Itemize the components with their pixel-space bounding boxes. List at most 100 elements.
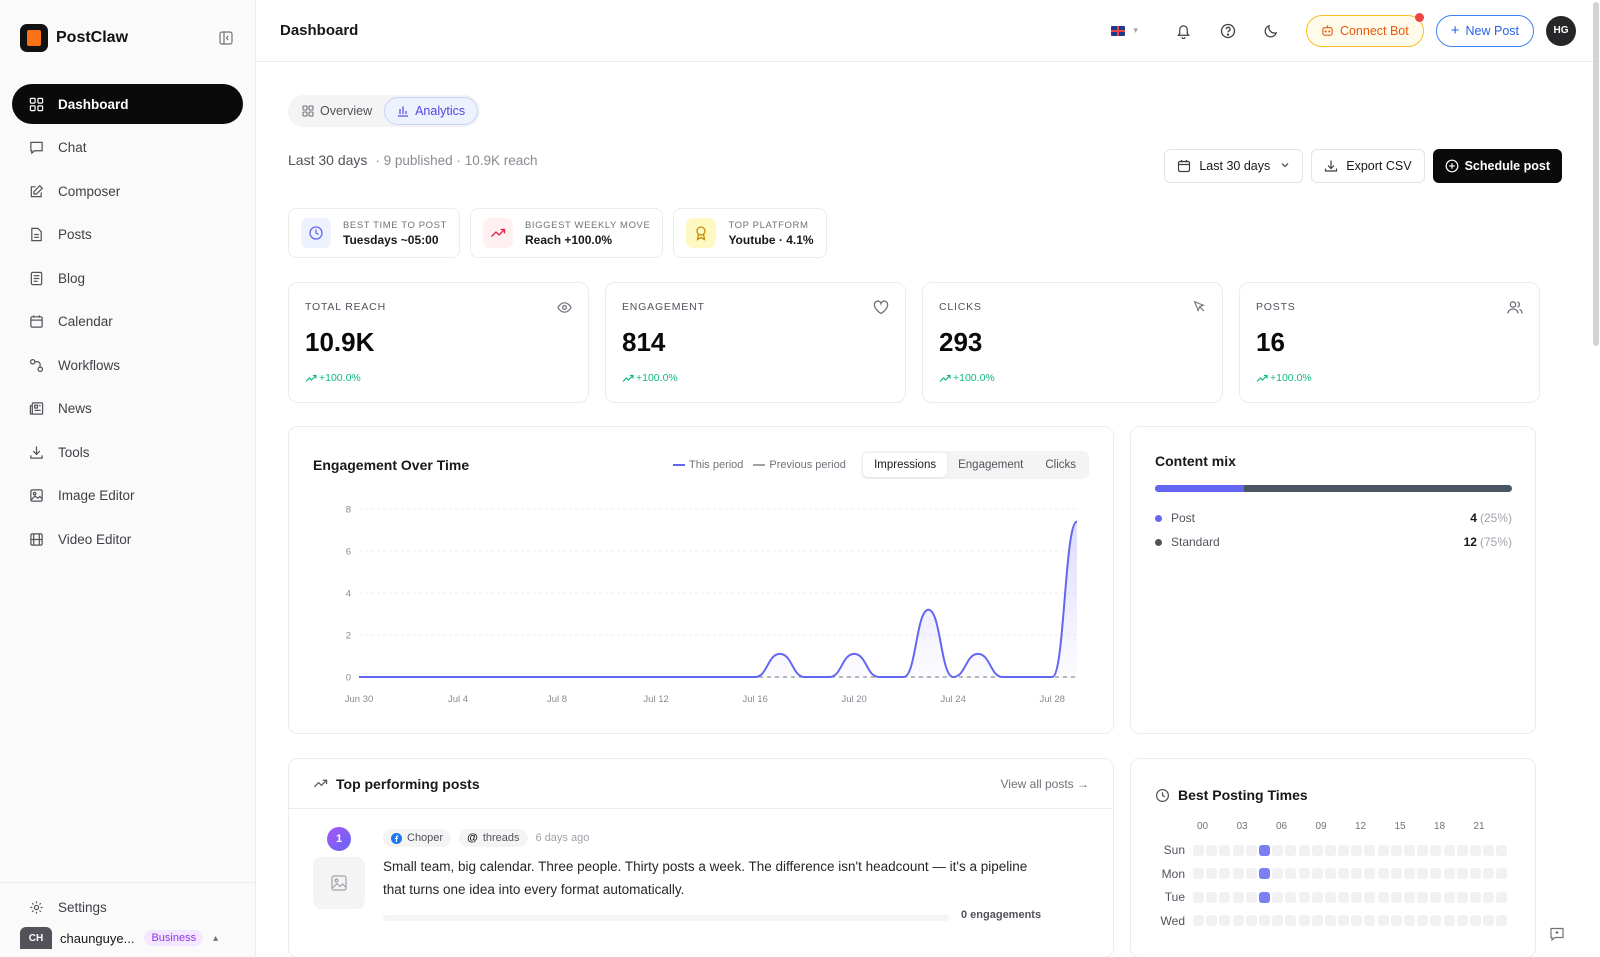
heatmap-cell[interactable] (1404, 915, 1415, 926)
heatmap-cell[interactable] (1417, 891, 1429, 903)
heatmap-cell[interactable] (1311, 868, 1323, 879)
heatmap-cell[interactable] (1324, 915, 1336, 926)
heatmap-cell[interactable] (1219, 915, 1231, 926)
heatmap-cell[interactable] (1456, 891, 1468, 903)
heatmap-cell[interactable] (1496, 915, 1508, 926)
sidebar-item-dashboard[interactable]: Dashboard (12, 84, 243, 124)
heatmap-cell[interactable] (1193, 868, 1204, 879)
heatmap-cell[interactable] (1219, 844, 1231, 856)
heatmap-cell[interactable] (1496, 891, 1508, 903)
heatmap-cell[interactable] (1364, 844, 1376, 856)
heatmap-cell[interactable] (1298, 915, 1310, 926)
heatmap-cell[interactable] (1232, 868, 1244, 879)
heatmap-cell[interactable] (1193, 891, 1204, 903)
heatmap-cell[interactable] (1298, 844, 1310, 856)
help-icon[interactable] (1218, 21, 1238, 41)
heatmap-cell[interactable] (1377, 891, 1389, 903)
heatmap-cell[interactable] (1338, 891, 1350, 903)
sidebar-item-tools[interactable]: Tools (12, 432, 243, 472)
heatmap-cell[interactable] (1404, 868, 1415, 879)
heatmap-cell[interactable] (1285, 868, 1297, 879)
heatmap-cell[interactable] (1496, 868, 1508, 879)
heatmap-cell[interactable] (1258, 891, 1270, 903)
heatmap-cell[interactable] (1469, 844, 1481, 856)
heatmap-cell[interactable] (1258, 915, 1270, 926)
heatmap-cell[interactable] (1298, 868, 1310, 879)
sidebar-item-blog[interactable]: Blog (12, 258, 243, 298)
heatmap-cell[interactable] (1206, 891, 1218, 903)
heatmap-cell[interactable] (1232, 844, 1244, 856)
new-post-button[interactable]: + New Post (1435, 14, 1534, 47)
heatmap-cell[interactable] (1469, 915, 1481, 926)
heatmap-cell[interactable] (1245, 891, 1257, 903)
heatmap-cell[interactable] (1311, 891, 1323, 903)
feedback-icon[interactable] (1548, 925, 1566, 943)
heatmap-cell[interactable] (1272, 868, 1284, 879)
heatmap-cell[interactable] (1404, 844, 1415, 856)
heatmap-cell[interactable] (1483, 868, 1495, 879)
sidebar-item-posts[interactable]: Posts (12, 215, 243, 255)
heatmap-cell[interactable] (1430, 915, 1442, 926)
heatmap-cell[interactable] (1496, 844, 1508, 856)
schedule-post-button[interactable]: Schedule post (1432, 149, 1562, 183)
heatmap-cell[interactable] (1206, 868, 1218, 879)
heatmap-cell[interactable] (1443, 915, 1455, 926)
heatmap-cell[interactable] (1390, 868, 1402, 879)
tab-analytics[interactable]: Analytics (384, 97, 479, 125)
heatmap-cell[interactable] (1245, 844, 1257, 856)
heatmap-cell[interactable] (1390, 844, 1402, 856)
heatmap-cell[interactable] (1338, 915, 1350, 926)
heatmap-cell[interactable] (1232, 915, 1244, 926)
sidebar-collapse-icon[interactable] (217, 29, 235, 47)
heatmap-cell[interactable] (1206, 844, 1218, 856)
heatmap-cell[interactable] (1443, 844, 1455, 856)
scrollbar-thumb[interactable] (1593, 2, 1599, 346)
heatmap-cell[interactable] (1377, 868, 1389, 879)
heatmap-cell[interactable] (1364, 891, 1376, 903)
heatmap-cell[interactable] (1285, 915, 1297, 926)
heatmap-cell[interactable] (1443, 891, 1455, 903)
heatmap-cell[interactable] (1338, 844, 1350, 856)
connect-bot-button[interactable]: Connect Bot (1305, 12, 1424, 47)
date-range-select[interactable]: Last 30 days (1164, 149, 1304, 183)
heatmap-cell[interactable] (1417, 915, 1429, 926)
heatmap-cell[interactable] (1456, 915, 1468, 926)
tab-overview[interactable]: Overview (290, 97, 384, 125)
heatmap-cell[interactable] (1351, 891, 1363, 903)
heatmap-cell[interactable] (1285, 844, 1297, 856)
heatmap-cell[interactable] (1417, 868, 1429, 879)
metric-tab-impressions[interactable]: Impressions (863, 453, 948, 477)
heatmap-cell[interactable] (1245, 915, 1257, 926)
heatmap-cell[interactable] (1377, 844, 1389, 856)
view-all-posts-link[interactable]: View all posts → (1000, 776, 1089, 791)
export-csv-button[interactable]: Export CSV (1311, 149, 1425, 183)
heatmap-cell[interactable] (1258, 868, 1270, 879)
heatmap-cell[interactable] (1193, 844, 1204, 856)
sidebar-item-composer[interactable]: Composer (12, 171, 243, 211)
sidebar-item-workflows[interactable]: Workflows (12, 345, 243, 385)
sidebar-item-image-editor[interactable]: Image Editor (12, 476, 243, 516)
user-avatar-top[interactable]: HG (1546, 15, 1576, 46)
heatmap-cell[interactable] (1351, 844, 1363, 856)
heatmap-cell[interactable] (1443, 868, 1455, 879)
heatmap-cell[interactable] (1390, 891, 1402, 903)
heatmap-cell[interactable] (1324, 891, 1336, 903)
heatmap-cell[interactable] (1219, 891, 1231, 903)
heatmap-cell[interactable] (1483, 844, 1495, 856)
sidebar-item-calendar[interactable]: Calendar (12, 302, 243, 342)
heatmap-cell[interactable] (1193, 915, 1204, 926)
sidebar-item-chat[interactable]: Chat (12, 128, 243, 168)
heatmap-cell[interactable] (1364, 868, 1376, 879)
heatmap-cell[interactable] (1245, 868, 1257, 879)
heatmap-cell[interactable] (1351, 868, 1363, 879)
heatmap-cell[interactable] (1298, 891, 1310, 903)
heatmap-cell[interactable] (1430, 844, 1442, 856)
heatmap-cell[interactable] (1258, 844, 1270, 856)
heatmap-cell[interactable] (1390, 915, 1402, 926)
language-selector[interactable]: ▾ (1111, 25, 1138, 36)
heatmap-cell[interactable] (1351, 915, 1363, 926)
heatmap-cell[interactable] (1206, 915, 1218, 926)
heatmap-cell[interactable] (1272, 891, 1284, 903)
heatmap-cell[interactable] (1404, 891, 1415, 903)
heatmap-cell[interactable] (1324, 868, 1336, 879)
